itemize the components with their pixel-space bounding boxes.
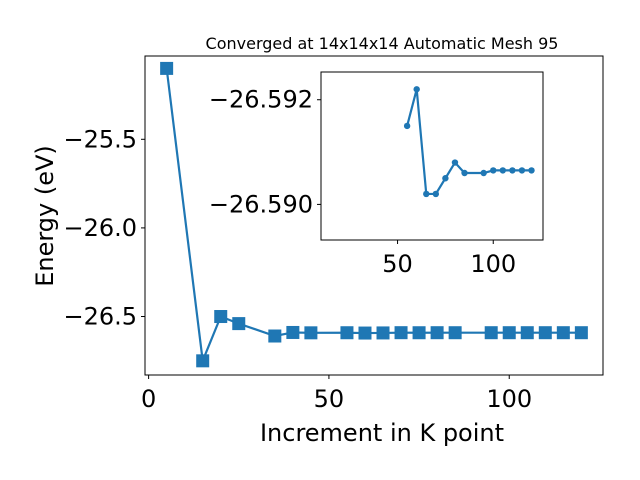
inset-chart: 50 100 −26.592 −26.590 <box>209 71 544 278</box>
main-series-group <box>160 61 588 368</box>
main-data-point <box>538 326 552 340</box>
inset-y-ticks: −26.592 −26.590 <box>209 86 321 218</box>
main-data-point <box>196 354 210 368</box>
inset-data-point <box>423 190 430 198</box>
main-data-point <box>358 326 372 340</box>
main-y-tick-label: −26.5 <box>63 303 137 331</box>
inset-plot-area <box>320 71 544 241</box>
y-axis-label: Energy (eV) <box>31 145 59 287</box>
main-data-point <box>394 326 408 340</box>
inset-data-point <box>461 169 468 177</box>
main-data-point <box>376 326 390 340</box>
main-y-tick-label: −26.0 <box>63 214 137 242</box>
main-data-point <box>286 325 300 339</box>
inset-data-point <box>413 86 420 93</box>
main-data-point <box>232 317 246 331</box>
main-data-point <box>574 326 588 340</box>
inset-y-tick-label: −26.590 <box>209 190 313 218</box>
inset-series <box>403 86 535 198</box>
inset-x-ticks: 50 100 <box>382 240 516 278</box>
inset-data-point <box>442 175 449 182</box>
inset-data-point <box>509 167 516 174</box>
main-x-tick-label: 50 <box>314 385 345 413</box>
inset-x-tick-label: 50 <box>382 250 413 278</box>
inset-data-point <box>403 122 411 130</box>
main-data-point <box>520 326 534 340</box>
main-x-tick-label: 100 <box>486 385 532 413</box>
inset-x-tick-label: 100 <box>470 250 516 278</box>
inset-data-point <box>490 167 497 174</box>
inset-data-point <box>432 190 440 198</box>
main-data-point <box>484 326 498 340</box>
main-data-point <box>502 326 516 340</box>
main-series <box>160 61 588 368</box>
main-data-point <box>448 326 462 340</box>
inset-series-group <box>403 86 535 198</box>
inset-data-point <box>451 159 459 166</box>
inset-data-point <box>528 167 535 174</box>
main-data-point <box>412 326 426 340</box>
inset-data-point <box>480 169 487 177</box>
inset-y-tick-label: −26.592 <box>209 86 313 114</box>
main-data-point <box>556 326 570 340</box>
x-axis-label: Increment in K point <box>260 419 504 447</box>
main-y-ticks: −25.5 −26.0 −26.5 <box>63 125 145 331</box>
main-data-point <box>160 61 174 75</box>
main-data-point <box>430 326 444 340</box>
main-y-tick-label: −25.5 <box>63 125 137 153</box>
main-data-point <box>340 326 354 340</box>
main-x-tick-label: 0 <box>141 385 156 413</box>
main-x-ticks: 0 50 100 <box>141 375 532 413</box>
chart-title: Converged at 14x14x14 Automatic Mesh 95 <box>206 34 559 53</box>
main-data-point <box>268 329 282 343</box>
inset-data-point <box>518 167 526 174</box>
inset-data-point <box>499 167 507 174</box>
main-data-point <box>304 326 318 340</box>
main-data-point <box>214 310 228 324</box>
